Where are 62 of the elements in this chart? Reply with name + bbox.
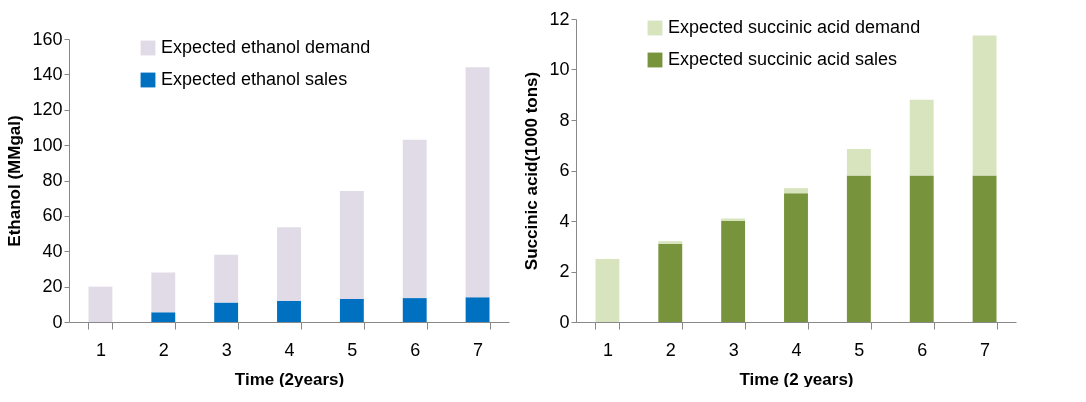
x-tick-label: 4: [791, 339, 802, 360]
bar: [721, 221, 746, 322]
x-tick-label: 6: [917, 339, 928, 360]
x-tick-label: 5: [347, 339, 358, 360]
legend-label: Expected ethanol demand: [161, 37, 371, 57]
bar: [658, 243, 683, 322]
bar: [151, 272, 176, 313]
x-tick-label: 2: [665, 339, 676, 360]
x-tick-label: 3: [728, 339, 739, 360]
x-tick-label: 2: [158, 339, 169, 360]
legend-label: Expected succinic acid sales: [668, 49, 898, 69]
y-tick-label: 100: [32, 134, 63, 155]
x-tick-label: 5: [854, 339, 865, 360]
y-axis-title: Ethanol (MMgal): [5, 115, 25, 247]
y-tick-label: 40: [42, 240, 63, 261]
y-tick-label: 140: [32, 63, 63, 84]
y-tick-label: 80: [42, 170, 63, 190]
y-tick-label: 2: [559, 261, 570, 281]
bar: [88, 286, 113, 322]
bar: [214, 302, 239, 322]
bar: [214, 254, 239, 303]
bar: [402, 139, 427, 299]
bar: [151, 312, 176, 322]
legend-label: Expected succinic acid demand: [668, 17, 921, 37]
y-tick-label: 0: [52, 311, 63, 332]
x-tick-label: 3: [221, 339, 232, 360]
bar: [846, 149, 871, 176]
y-tick-label: 4: [559, 210, 570, 231]
bar: [277, 227, 301, 301]
x-tick-label: 7: [473, 339, 484, 360]
bar: [465, 67, 490, 298]
y-tick-label: 60: [42, 205, 63, 226]
bar: [972, 35, 997, 176]
y-tick-label: 8: [559, 109, 570, 130]
bar: [784, 193, 808, 322]
y-tick-label: 12: [549, 8, 570, 29]
y-tick-label: 10: [549, 59, 570, 79]
y-axis-title: Succinic acid(1000 tons): [522, 71, 542, 271]
y-tick-label: 120: [32, 99, 63, 120]
bar: [277, 300, 301, 322]
bar: [909, 175, 934, 322]
legend-label: Expected ethanol sales: [161, 69, 348, 89]
y-tick-label: 6: [559, 160, 570, 180]
bar: [465, 297, 490, 322]
bar: [721, 218, 746, 221]
bar: [595, 258, 620, 322]
bar: [972, 175, 997, 322]
y-tick-label: 20: [42, 276, 63, 297]
bar: [909, 99, 934, 176]
x-tick-label: 1: [95, 339, 106, 360]
bar: [846, 175, 871, 322]
bar: [402, 298, 427, 322]
y-tick-label: 160: [32, 28, 63, 49]
bar: [339, 299, 364, 322]
x-tick-label: 6: [410, 339, 421, 360]
bar: [339, 191, 364, 300]
x-tick-label: 1: [602, 339, 613, 360]
x-tick-label: 7: [980, 339, 991, 360]
bar: [784, 188, 808, 194]
bar: [658, 241, 683, 244]
x-tick-label: 4: [284, 339, 295, 360]
y-tick-label: 0: [559, 311, 570, 332]
